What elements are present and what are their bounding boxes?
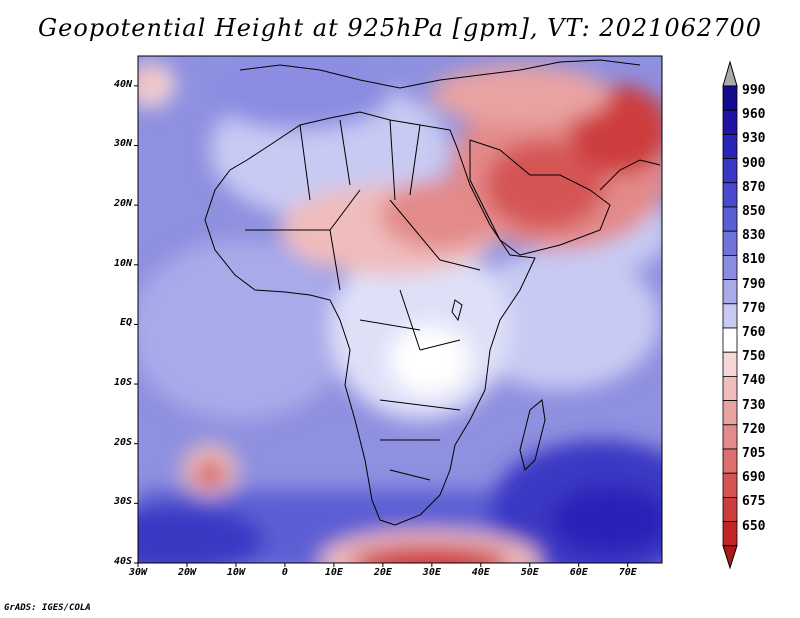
colorbar-level-label: 690: [742, 470, 766, 486]
lon-ticks: [137, 563, 629, 567]
colorbar-level-label: 990: [742, 83, 766, 98]
lon-tick-label: 30E: [422, 567, 441, 578]
colorbar-swatch: [722, 327, 738, 353]
colorbar-swatch: [722, 182, 738, 208]
lat-tick-label: 40N: [113, 78, 132, 90]
asia-coastline: [599, 159, 661, 191]
colorbar-level-label: 750: [742, 349, 766, 365]
lat-tick-label: EQ: [119, 317, 132, 329]
country-borders: [245, 119, 481, 481]
lat-tick-label: 40S: [113, 556, 132, 567]
africa-coastline: [204, 111, 536, 526]
colorbar-bottom-arrow: [722, 545, 738, 570]
colorbar-swatch: [722, 303, 738, 329]
colorbar-level-label: 675: [742, 494, 766, 510]
lon-tick-label: 0: [281, 567, 288, 578]
madagascar-coastline: [519, 399, 546, 471]
lon-tick-label: 50E: [520, 567, 539, 578]
colorbar-swatch: [722, 472, 738, 498]
credit-label: GrADS: IGES/COLA: [4, 603, 91, 613]
colorbar-top-arrow: [722, 60, 738, 87]
colorbar-level-label: 850: [742, 204, 766, 219]
colorbar-level-label: 900: [742, 155, 766, 171]
coastlines: [204, 59, 661, 526]
colorbar-swatch: [722, 158, 738, 184]
colorbar-swatch: [722, 521, 738, 547]
arabia-coastline: [469, 139, 611, 256]
colorbar-swatch: [722, 279, 738, 305]
colorbar-swatch: [722, 85, 738, 111]
colorbar-level-label: 705: [742, 446, 766, 461]
plot-title: Geopotential Height at 925hPa [gpm], VT:…: [38, 14, 762, 42]
europe-coastline: [239, 59, 641, 89]
colorbar-swatch: [722, 351, 738, 377]
lat-tick-label: 20S: [113, 436, 132, 448]
colorbar-level-label: 790: [742, 276, 766, 292]
lon-tick-label: 30W: [128, 567, 148, 578]
colorbar-swatch: [722, 109, 738, 135]
colorbar-level-label: 870: [742, 179, 766, 195]
lat-tick-label: 10N: [113, 257, 132, 269]
colorbar-level-label: 960: [742, 107, 766, 123]
lon-tick-label: 20W: [177, 567, 196, 578]
map-frame: [137, 55, 663, 564]
colorbar-swatch: [722, 400, 738, 426]
colorbar-level-label: 720: [742, 421, 766, 437]
colorbar-level-label: 930: [742, 131, 766, 147]
colorbar-swatch: [722, 133, 738, 159]
colorbar-level-label: 830: [742, 228, 766, 244]
colorbar-swatch: [722, 496, 738, 522]
lat-tick-label: 20N: [113, 198, 132, 210]
colorbar-level-label: 760: [742, 325, 766, 340]
lon-tick-label: 10E: [324, 567, 343, 578]
colorbar-level-label: 650: [742, 518, 766, 534]
lon-tick-label: 10W: [226, 567, 245, 578]
colorbar-swatch: [722, 254, 738, 280]
colorbar-level-label: 730: [742, 397, 766, 413]
colorbar-level-label: 810: [742, 252, 766, 268]
height-field: [138, 56, 662, 563]
colorbar-swatch: [722, 206, 738, 232]
colorbar-swatch: [722, 375, 738, 401]
colorbar-level-label: 740: [742, 373, 766, 389]
lon-tick-label: 20E: [373, 567, 392, 578]
lake-outline: [451, 299, 463, 322]
lon-tick-label: 70E: [618, 567, 637, 578]
colorbar-swatch: [722, 230, 738, 256]
lat-tick-label: 30S: [113, 496, 132, 508]
colorbar-swatch: [722, 448, 738, 474]
colorbar-swatch: [722, 424, 738, 450]
lat-tick-label: 30N: [113, 138, 132, 150]
lon-tick-label: 60E: [569, 567, 588, 578]
colorbar-level-label: 770: [742, 300, 766, 316]
colorbar: [722, 60, 738, 570]
lat-ticks: [134, 85, 138, 564]
lon-tick-label: 40E: [471, 567, 490, 578]
lat-tick-label: 10S: [113, 377, 132, 389]
